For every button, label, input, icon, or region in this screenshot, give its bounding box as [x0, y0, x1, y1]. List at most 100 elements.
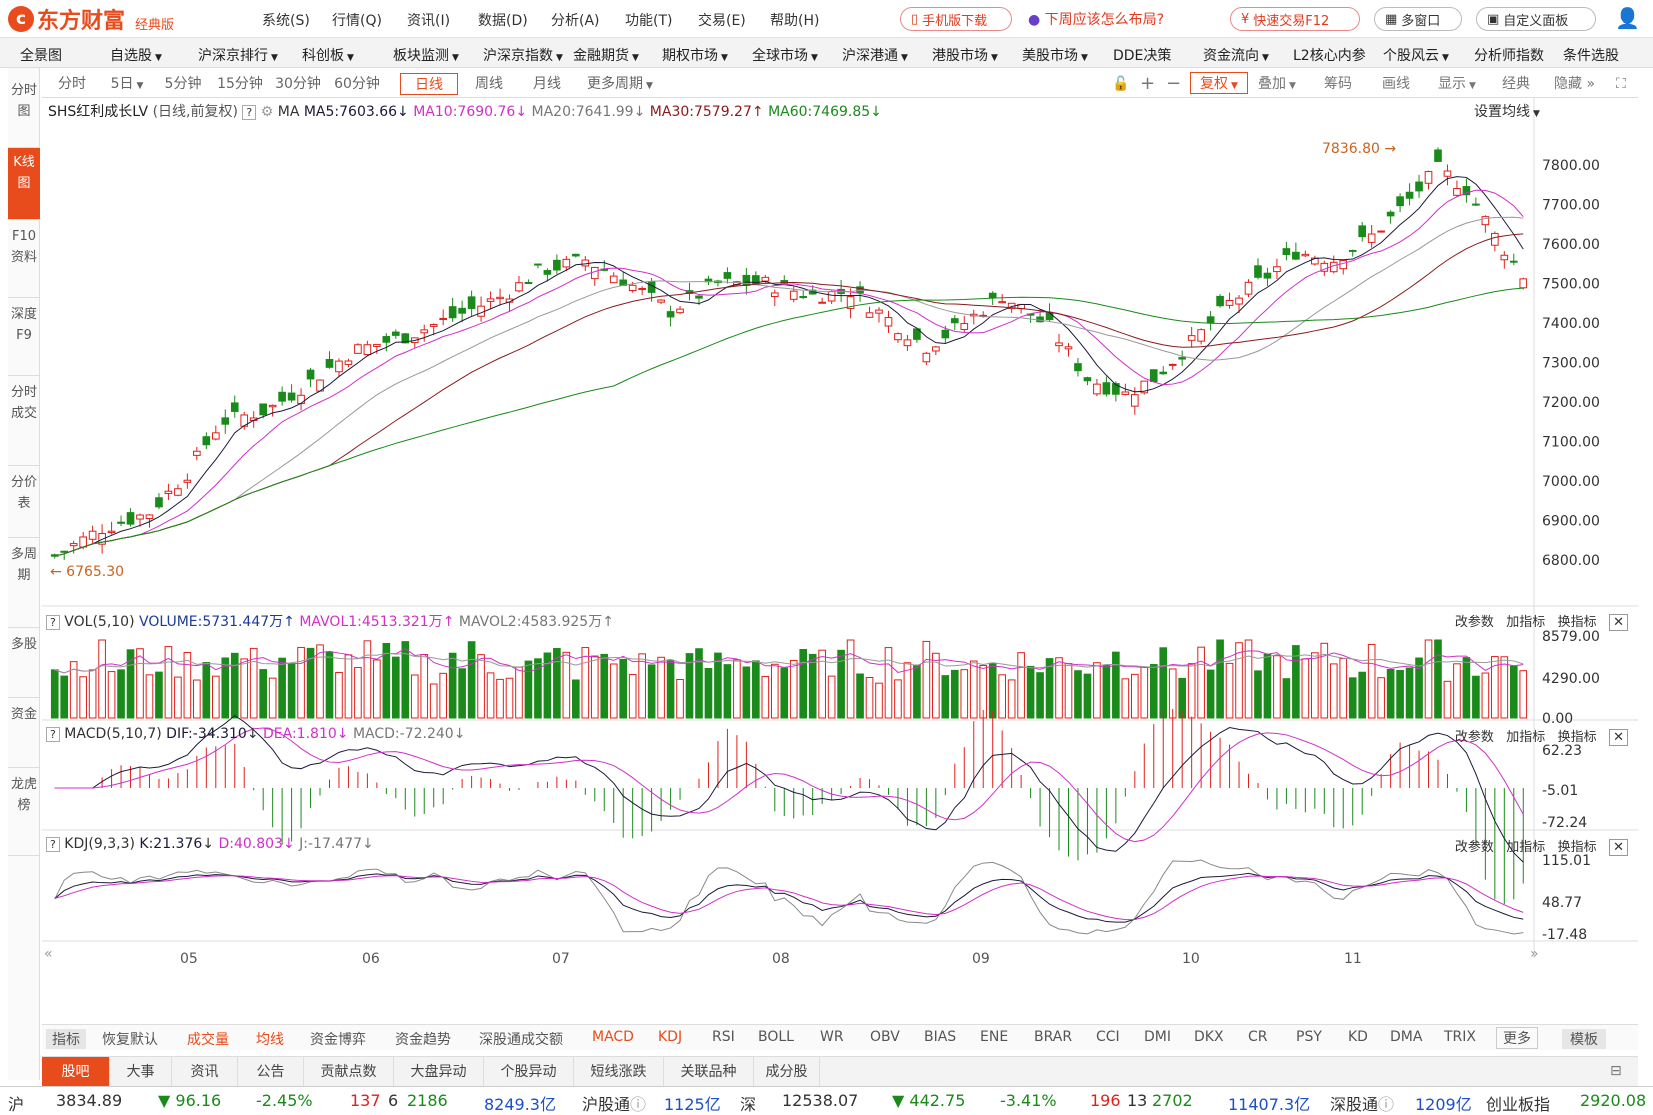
overlay-button[interactable]: 叠加 ▼ [1258, 73, 1296, 95]
nav-analyst[interactable]: 分析师指数 [1474, 48, 1544, 64]
tab-more[interactable]: 更多 [1496, 1027, 1538, 1049]
tab-constituents[interactable]: 成分股 [754, 1057, 820, 1087]
tab-guba[interactable]: 股吧 [42, 1057, 110, 1087]
hide-button[interactable]: 隐藏 » [1554, 73, 1595, 95]
period-5day[interactable]: 5日 ▼ [102, 73, 152, 95]
nav-connect[interactable]: 沪深港通 ▼ [842, 45, 908, 65]
tab-indicator[interactable]: 指标 [46, 1029, 86, 1049]
nav-watchlist[interactable]: 自选股 ▼ [110, 45, 162, 65]
tab-news[interactable]: 资讯 [172, 1057, 238, 1087]
tab-related[interactable]: 关联品种 [664, 1057, 754, 1087]
menu-trade[interactable]: 交易(E) [698, 13, 746, 29]
collapse-icon[interactable]: ⊟ [1610, 1063, 1622, 1079]
tab-short-term[interactable]: 短线涨跌 [574, 1057, 664, 1087]
nav-capital-flow[interactable]: 资金流向 ▼ [1203, 45, 1269, 65]
nav-us[interactable]: 美股市场 ▼ [1022, 45, 1088, 65]
tab-ene[interactable]: ENE [980, 1029, 1009, 1045]
tab-cci[interactable]: CCI [1096, 1029, 1120, 1045]
tab-dragon-tiger[interactable]: 龙虎榜 [8, 768, 40, 856]
nav-l2[interactable]: L2核心内参 [1293, 48, 1366, 64]
nav-overview[interactable]: 全景图 [20, 48, 62, 64]
close-icon[interactable]: ✕ [1609, 614, 1628, 631]
nav-hk[interactable]: 港股市场 ▼ [932, 45, 998, 65]
macd-switch-indicator[interactable]: 换指标 [1557, 730, 1597, 745]
tab-macd[interactable]: MACD [592, 1029, 634, 1045]
tab-restore-default[interactable]: 恢复默认 [102, 1032, 158, 1048]
sh-index[interactable]: 3834.89 [56, 1091, 123, 1110]
tab-events[interactable]: 大事 [110, 1057, 172, 1087]
period-15min[interactable]: 15分钟 [217, 76, 263, 92]
user-icon[interactable]: 👤 [1615, 6, 1640, 30]
tab-announcements[interactable]: 公告 [238, 1057, 304, 1087]
lock-icon[interactable]: 🔓 [1112, 76, 1130, 92]
tab-wr[interactable]: WR [820, 1029, 844, 1045]
kdj-add-indicator[interactable]: 加指标 [1506, 840, 1546, 855]
period-daily[interactable]: 日线 [400, 73, 458, 95]
vol-add-indicator[interactable]: 加指标 [1506, 615, 1546, 630]
macd-edit-params[interactable]: 改参数 [1454, 730, 1494, 745]
mobile-download-button[interactable]: ▯ 手机版下载 [900, 7, 1012, 31]
tab-rsi[interactable]: RSI [712, 1029, 735, 1045]
nav-ranking[interactable]: 沪深京排行 ▼ [198, 45, 278, 65]
settings-gear-icon[interactable]: ⚙ [260, 104, 274, 120]
tab-price-table[interactable]: 分价表 [8, 466, 40, 538]
period-timeshare[interactable]: 分时 [58, 76, 86, 92]
tab-dma[interactable]: DMA [1390, 1029, 1423, 1045]
tab-timeshare[interactable]: 分时图 [8, 76, 40, 148]
scroll-left-icon[interactable]: « [44, 946, 53, 962]
tab-kd[interactable]: KD [1348, 1029, 1368, 1045]
macd-add-indicator[interactable]: 加指标 [1506, 730, 1546, 745]
tab-trix[interactable]: TRIX [1444, 1029, 1476, 1045]
nav-options[interactable]: 期权市场 ▼ [662, 45, 728, 65]
menu-news[interactable]: 资讯(I) [407, 13, 451, 29]
kline-svg[interactable]: 7800.00 7700.00 7600.00 7500.00 7400.00 7300.… [42, 98, 1638, 1033]
tab-volume[interactable]: 成交量 [187, 1032, 229, 1048]
multi-window-button[interactable]: ▦ 多窗口 [1374, 7, 1462, 31]
menu-analysis[interactable]: 分析(A) [551, 13, 600, 29]
zoom-out-icon[interactable]: − [1166, 73, 1182, 94]
custom-panel-button[interactable]: ▣ 自定义面板 [1476, 7, 1596, 31]
nav-futures[interactable]: 金融期货 ▼ [573, 45, 639, 65]
fullscreen-icon[interactable]: ⛶ [1616, 76, 1626, 92]
tab-obv[interactable]: OBV [870, 1029, 900, 1045]
tab-capital[interactable]: 资金 [8, 698, 40, 768]
nav-dde[interactable]: DDE决策 [1113, 48, 1172, 64]
hgt-label[interactable]: 沪股通ⓘ [582, 1091, 646, 1115]
tab-boll[interactable]: BOLL [758, 1029, 794, 1045]
close-icon[interactable]: ✕ [1609, 729, 1628, 746]
kline-chart[interactable]: 7800.00 7700.00 7600.00 7500.00 7400.00 7300.… [42, 98, 1638, 1033]
period-weekly[interactable]: 周线 [475, 76, 503, 92]
scroll-right-icon[interactable]: » [1530, 946, 1539, 962]
tab-dkx[interactable]: DKX [1194, 1029, 1224, 1045]
tab-trades[interactable]: 分时成交 [8, 376, 40, 466]
tab-f9[interactable]: 深度F9 [8, 298, 40, 376]
set-ma-button[interactable]: 设置均线 ▼ [1474, 101, 1540, 121]
tab-kdj[interactable]: KDJ [658, 1029, 683, 1045]
tab-multi-period[interactable]: 多周期 [8, 538, 40, 628]
tab-capital-game[interactable]: 资金博弈 [310, 1032, 366, 1048]
period-30min[interactable]: 30分钟 [275, 76, 321, 92]
nav-star-market[interactable]: 科创板 ▼ [302, 45, 354, 65]
nav-index[interactable]: 沪深京指数 ▼ [483, 45, 563, 65]
tab-multi-stock[interactable]: 多股 [8, 628, 40, 698]
fuquan-button[interactable]: 复权 ▼ [1190, 72, 1248, 94]
nav-global[interactable]: 全球市场 ▼ [752, 45, 818, 65]
sz-index[interactable]: 12538.07 [782, 1091, 859, 1110]
tab-capital-trend[interactable]: 资金趋势 [395, 1032, 451, 1048]
vol-edit-params[interactable]: 改参数 [1454, 615, 1494, 630]
tab-kline[interactable]: K线图 [8, 148, 40, 220]
nav-sector-monitor[interactable]: 板块监测 ▼ [393, 45, 459, 65]
tab-dmi[interactable]: DMI [1144, 1029, 1171, 1045]
vol-switch-indicator[interactable]: 换指标 [1557, 615, 1597, 630]
tab-ma[interactable]: 均线 [256, 1032, 284, 1048]
tab-cr[interactable]: CR [1248, 1029, 1268, 1045]
nav-stock-cloud[interactable]: 个股风云 ▼ [1383, 45, 1449, 65]
help-icon[interactable]: ? [46, 615, 60, 630]
tab-f10[interactable]: F10资料 [8, 220, 40, 298]
menu-function[interactable]: 功能(T) [625, 13, 673, 29]
period-60min[interactable]: 60分钟 [334, 76, 380, 92]
help-icon[interactable]: ? [46, 837, 60, 852]
tab-sgt-turnover[interactable]: 深股通成交额 [479, 1032, 563, 1048]
tab-template[interactable]: 模板 [1562, 1029, 1606, 1049]
menu-help[interactable]: 帮助(H) [770, 13, 820, 29]
